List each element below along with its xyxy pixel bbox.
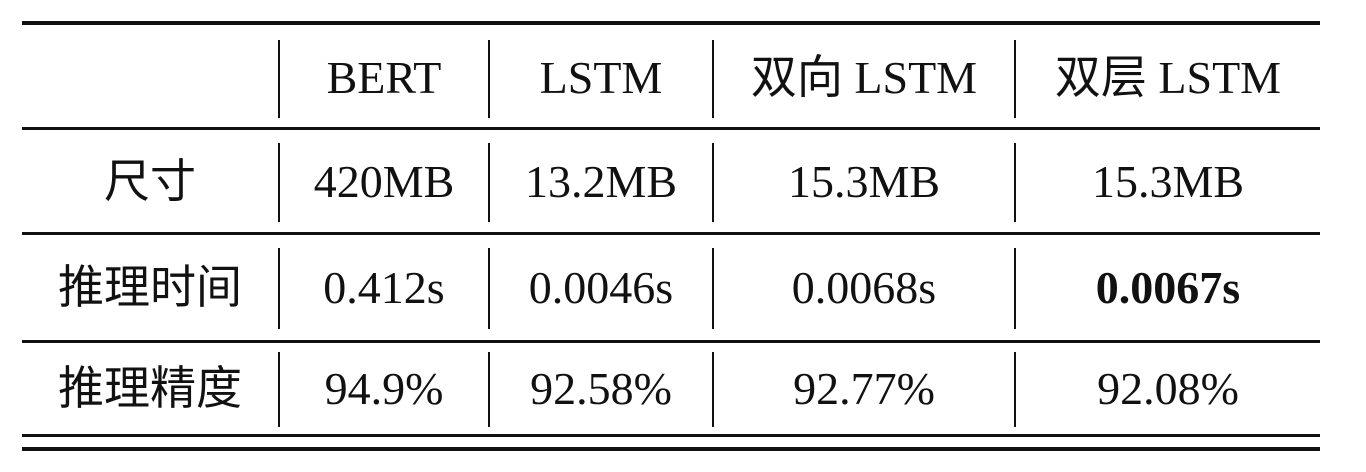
row-separator-rule	[22, 340, 1320, 343]
column-separator	[488, 248, 490, 329]
table-cell: 15.3MB	[787, 156, 941, 207]
column-separator	[1014, 352, 1016, 427]
table-cell-highlighted: 0.0067s	[1095, 262, 1241, 313]
header-cell-lstm: LSTM	[539, 52, 663, 103]
column-separator	[278, 248, 280, 329]
row-label-size: 尺寸	[104, 156, 196, 207]
column-separator	[1014, 248, 1016, 329]
table-cell: 0.412s	[323, 262, 445, 313]
header-cell-bilstm: 双向 LSTM	[750, 52, 978, 103]
table-bottom-double-rule	[22, 447, 1320, 451]
column-separator	[1014, 143, 1016, 222]
table-cell: 92.58%	[530, 363, 672, 414]
table-cell: 0.0046s	[528, 262, 674, 313]
table-cell: 15.3MB	[1091, 156, 1245, 207]
header-cell-two-layer-lstm: 双层 LSTM	[1054, 52, 1282, 103]
header-separator-rule	[22, 127, 1320, 130]
column-separator	[278, 40, 280, 118]
row-separator-rule	[22, 232, 1320, 235]
column-separator	[488, 352, 490, 427]
table-cell: 92.77%	[793, 363, 935, 414]
header-cell-bert: BERT	[326, 52, 442, 103]
table-cell: 13.2MB	[524, 156, 678, 207]
column-separator	[278, 143, 280, 222]
table-cell: 0.0068s	[791, 262, 937, 313]
header-cell-empty	[22, 30, 278, 126]
column-separator	[278, 352, 280, 427]
column-separator	[488, 143, 490, 222]
column-separator	[488, 40, 490, 118]
table-cell: 92.08%	[1097, 363, 1239, 414]
column-separator	[1014, 40, 1016, 118]
table-cell: 420MB	[313, 156, 455, 207]
column-separator	[712, 352, 714, 427]
column-separator	[712, 40, 714, 118]
row-label-inference-time: 推理时间	[58, 262, 242, 313]
column-separator	[712, 143, 714, 222]
table-top-rule	[22, 21, 1320, 25]
row-label-inference-accuracy: 推理精度	[58, 363, 242, 414]
table-bottom-rule	[22, 434, 1320, 437]
column-separator	[712, 248, 714, 329]
table-cell: 94.9%	[324, 363, 444, 414]
